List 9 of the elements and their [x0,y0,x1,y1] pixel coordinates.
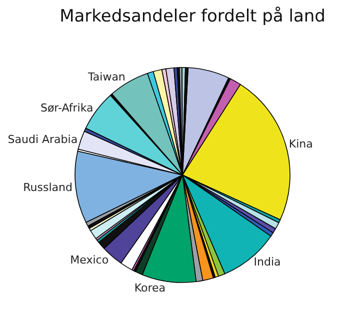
chart-title: Markedsandeler fordelt på land [60,6,326,26]
slice-label: Mexico [70,253,109,266]
slice-label: Saudi Arabia [8,132,78,146]
slice-label: India [254,256,281,269]
slice-label: Sør-Afrika [40,102,94,115]
slice-label: Kina [288,138,313,151]
slice-label: Korea [134,282,166,295]
slice-label: Taiwan [87,70,126,84]
slice-label: Russland [23,181,72,194]
